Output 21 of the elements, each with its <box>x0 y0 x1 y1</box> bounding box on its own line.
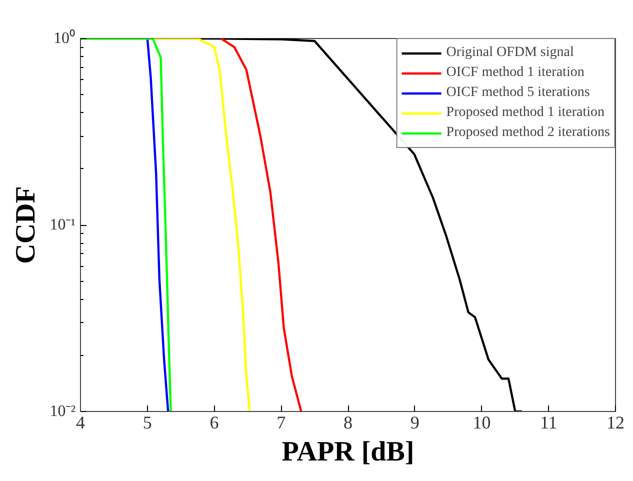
x-tick-label: 7 <box>276 412 286 432</box>
x-tick-label: 9 <box>410 412 420 432</box>
y-axis-title: CCDF <box>10 186 42 264</box>
legend-label: OICF method 1 iteration <box>446 65 584 81</box>
legend-label: Proposed method 1 iteration <box>446 105 605 121</box>
line-series <box>146 38 170 412</box>
legend-label: OICF method 5 iterations <box>446 85 590 101</box>
line-series <box>220 38 302 412</box>
x-tick-label: 8 <box>344 412 352 432</box>
legend-label: Original OFDM signal <box>446 45 574 61</box>
x-tick-label: 5 <box>142 412 152 432</box>
x-tick-label: 6 <box>210 412 219 432</box>
x-tick-label: 4 <box>76 412 85 432</box>
x-axis-title: PAPR [dB] <box>282 436 414 468</box>
y-tick-label: 10⁰ <box>54 29 76 47</box>
x-tick-label: 11 <box>540 412 558 432</box>
legend-label: Proposed method 2 iterations <box>446 125 610 141</box>
x-tick-label: 12 <box>606 412 624 432</box>
x-tick-label: 10 <box>472 412 491 432</box>
y-tick-label: 10⁻² <box>50 403 76 420</box>
y-tick-label: 10⁻¹ <box>50 216 76 234</box>
